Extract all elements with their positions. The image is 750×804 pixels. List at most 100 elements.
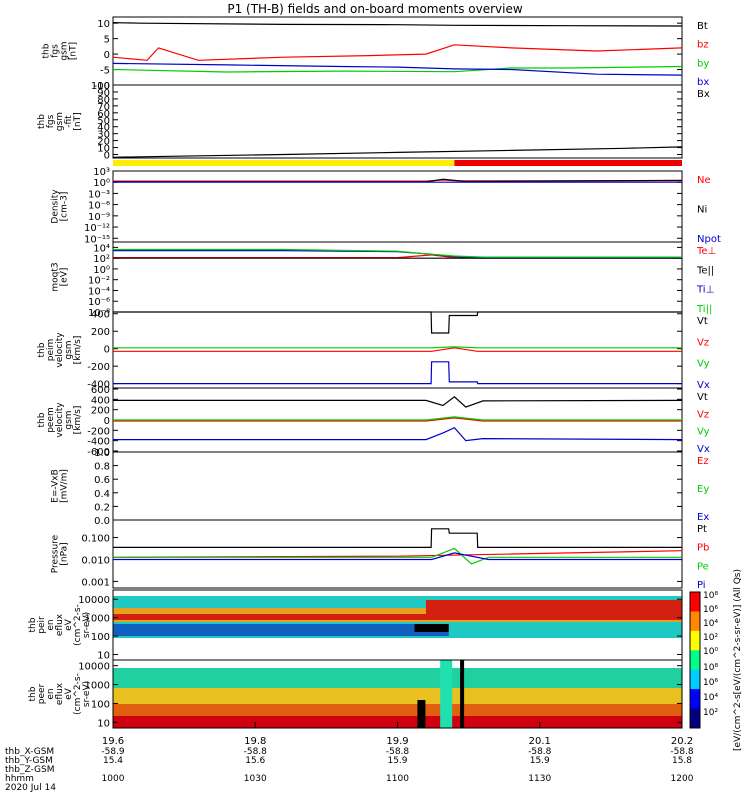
y-axis-label: sr-eV) (82, 681, 92, 707)
colorbar-segment (690, 630, 700, 651)
y-axis-label: [nT] (73, 112, 83, 130)
series-line (113, 552, 682, 561)
colorbar-tick-label: 10² (703, 633, 718, 643)
y-tick-label: 10³ (93, 167, 110, 178)
y-axis-label: thb (37, 342, 47, 357)
y-tick-label: 0 (104, 50, 110, 61)
spectrogram-band (417, 700, 426, 728)
y-tick-label: 200 (91, 327, 110, 338)
colorbar-tick-label: 10⁸ (703, 591, 718, 601)
y-tick-label: 10⁻⁶ (88, 297, 110, 308)
series-line (112, 65, 683, 73)
y-axis-label: (cm^2-s- (73, 673, 83, 715)
footer-value: -58.8 (670, 747, 694, 757)
series-line (112, 22, 683, 27)
y-axis-label: velocity (55, 402, 65, 438)
colorbar-tick-label: 10⁴ (703, 619, 718, 629)
y-axis-label: thb (28, 617, 38, 632)
y-axis-label: gsm (60, 41, 70, 60)
y-axis-label: moqt3 (51, 262, 61, 291)
y-tick-label: 30 (97, 130, 110, 141)
colorbar (689, 591, 701, 729)
panel-frame (112, 519, 683, 589)
footer-value: 19.8 (244, 736, 266, 747)
legend-label: Ey (697, 484, 709, 495)
legend-label: bx (697, 77, 709, 88)
panel-frame (112, 451, 683, 521)
y-tick-label: 70 (97, 102, 110, 113)
colorbar-tick-label: 10⁸ (703, 663, 718, 673)
y-tick-label: 0.8 (94, 462, 110, 473)
y-tick-label: 40 (97, 123, 110, 134)
colorbar-tick-label: 10⁰ (703, 647, 718, 657)
y-axis-label: thb (42, 43, 52, 58)
y-tick-label: 90 (97, 88, 110, 99)
legend-label: by (697, 58, 709, 69)
y-tick-label: 10 (97, 650, 110, 661)
series-line (113, 347, 682, 352)
y-axis-label: sr-eV) (82, 612, 92, 638)
mode-bar (454, 160, 682, 166)
footer-value: 15.8 (672, 756, 692, 766)
spectrogram-band (460, 660, 465, 728)
y-axis-label: gsm (55, 112, 65, 131)
y-tick-label: 100 (91, 81, 110, 92)
y-tick-label: 10⁰ (93, 178, 110, 189)
y-tick-label: 100 (91, 632, 110, 643)
legend-label: Pi (697, 580, 706, 591)
footer-value: -58.9 (101, 747, 125, 757)
colorbar-segment (690, 708, 700, 729)
y-axis-label: [km/s] (73, 406, 83, 435)
legend-label: Ni (697, 205, 707, 216)
spectrogram-band (440, 660, 453, 728)
y-tick-label: 0.6 (94, 475, 110, 486)
y-tick-label: 60 (97, 109, 110, 120)
panel-frame (112, 241, 683, 313)
y-axis-label: thb (37, 114, 47, 129)
series-line (113, 416, 682, 421)
footer-row-label: thb_Y-GSM (5, 756, 53, 766)
legend-label: Vx (697, 444, 710, 455)
y-tick-label: -400 (87, 437, 110, 448)
y-tick-label: 10⁻⁶ (88, 201, 110, 212)
y-axis-label: E=-VxB (51, 469, 61, 503)
y-tick-label: 0.010 (81, 555, 110, 566)
y-axis-label: thb (28, 686, 38, 701)
footer-date: 2020 Jul 14 (5, 783, 56, 793)
y-tick-label: 0.100 (81, 534, 110, 545)
legend-label: Ex (697, 512, 709, 523)
y-axis-label: eflux (55, 613, 65, 636)
footer-value: 15.9 (530, 756, 550, 766)
colorbar-tick-label: 10⁶ (703, 605, 718, 615)
y-axis-label: [mV/m] (60, 469, 70, 503)
legend-label: Vy (697, 359, 710, 370)
footer-value: 15.4 (103, 756, 123, 766)
y-tick-label: 1.0 (94, 448, 110, 459)
footer-value: 1100 (386, 774, 409, 784)
y-tick-label: 0 (104, 416, 110, 427)
y-axis-label: en (46, 688, 56, 699)
footer-row-label: hhmm (5, 774, 34, 784)
spectrogram-band (113, 624, 449, 636)
legend-label: Ez (697, 456, 709, 467)
footer-value: 1030 (244, 774, 267, 784)
y-tick-label: -600 (87, 447, 110, 458)
y-axis-label: [nT] (69, 42, 79, 60)
series-line (113, 417, 682, 422)
y-axis-label: velocity (55, 332, 65, 368)
legend-label: Vt (697, 316, 708, 327)
y-tick-label: 400 (91, 310, 110, 321)
y-axis-label: eflux (55, 682, 65, 705)
y-axis-label: (cm^2-s- (73, 604, 83, 646)
colorbar-label: [eV/(cm^2-s[eV/(cm^2-s-sr-eV)] (All Qs) (733, 569, 743, 751)
y-tick-label: 10⁻² (88, 276, 110, 287)
footer-value: 19.9 (386, 736, 408, 747)
legend-label: Vz (697, 409, 709, 420)
y-axis-label: Density (51, 189, 61, 224)
series-line (112, 550, 683, 558)
colorbar-tick-label: 10⁴ (703, 693, 718, 703)
y-axis-label: gsm (64, 410, 74, 429)
series-line (113, 346, 682, 349)
